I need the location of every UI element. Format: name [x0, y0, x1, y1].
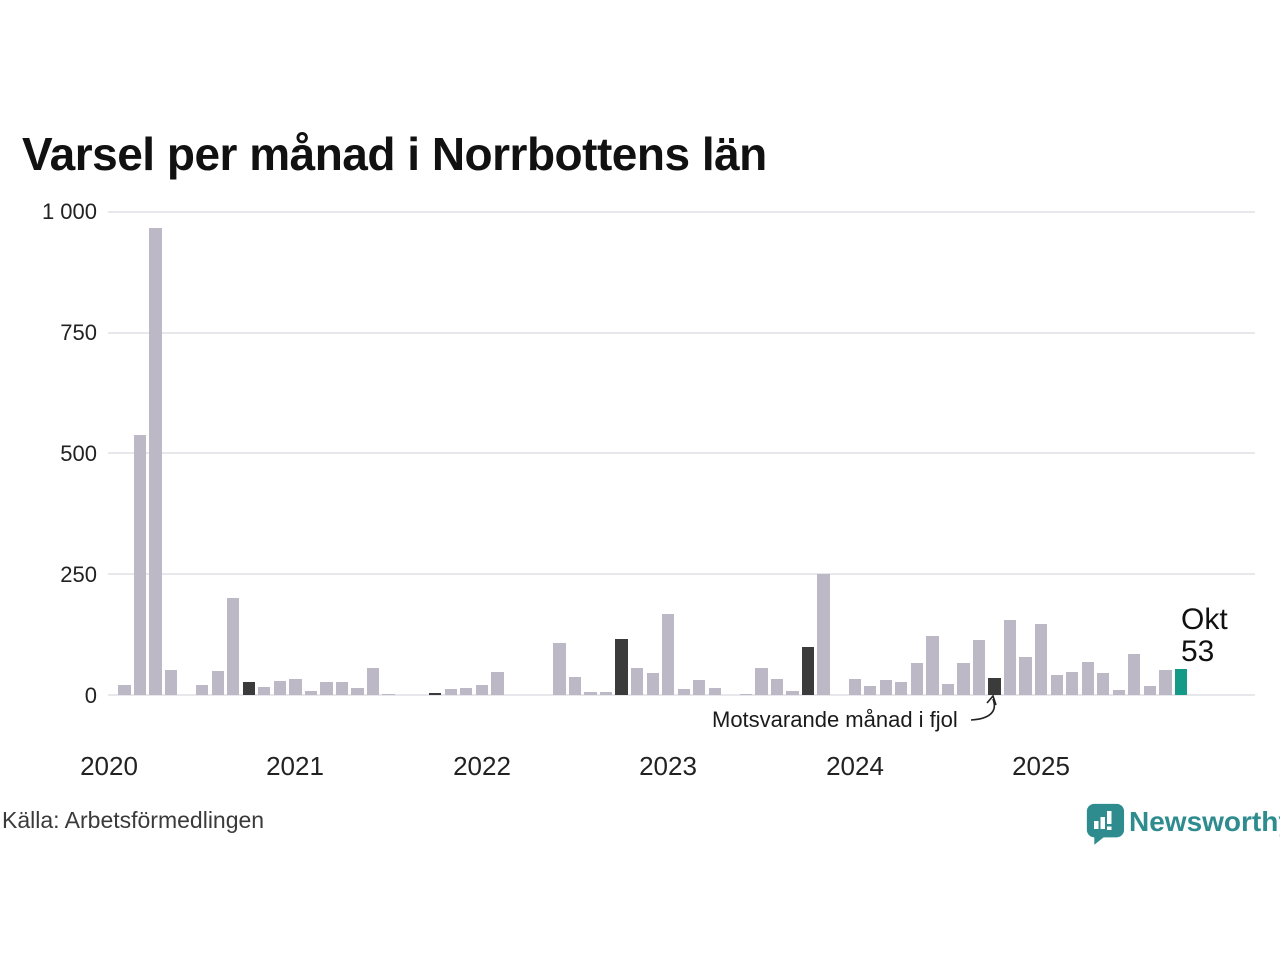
- bar-2020-12: [273, 681, 287, 695]
- bar-2024-08: [957, 663, 970, 695]
- bar-2025-06: [1112, 689, 1125, 695]
- bar-2024-01: [848, 679, 861, 695]
- y-tick-750: 750: [60, 320, 97, 345]
- bar-2021-06: [366, 668, 380, 695]
- bar-2020-11: [258, 687, 271, 695]
- bar-2024-09: [972, 640, 986, 695]
- bar-2023-11: [817, 574, 830, 695]
- bar-2023-09: [786, 690, 799, 695]
- bar-2023-08: [770, 679, 784, 695]
- bar-2024-10: [988, 677, 1001, 695]
- bar-2023-06: [739, 693, 753, 695]
- bar-2022-12: [646, 673, 659, 695]
- bar-2021-07: [382, 693, 395, 695]
- bar-2020-04: [149, 228, 162, 695]
- x-label-2024: 2024: [826, 751, 884, 781]
- bar-2022-07: [568, 677, 582, 695]
- bar-2021-11: [444, 689, 457, 695]
- bar-2022-02: [491, 672, 504, 695]
- bar-2024-07: [941, 684, 955, 695]
- bar-2025-04: [1081, 662, 1094, 695]
- bar-2024-03: [879, 679, 892, 695]
- source-attribution: Källa: Arbetsförmedlingen: [2, 807, 265, 833]
- bar-2023-04: [708, 688, 722, 695]
- y-tick-500: 500: [60, 441, 97, 466]
- bar-2025-05: [1097, 673, 1110, 695]
- bar-2021-04: [335, 681, 349, 695]
- y-tick-250: 250: [60, 562, 97, 587]
- newsworthy-logo-icon: [1086, 803, 1125, 845]
- bar-2021-03: [320, 682, 333, 695]
- bar-2024-02: [864, 686, 877, 695]
- bar-2025-08: [1143, 686, 1157, 695]
- bar-2024-12: [1019, 657, 1032, 695]
- bar-2023-10: [801, 646, 815, 695]
- x-label-2023: 2023: [639, 751, 697, 781]
- current-month-label: Okt 53: [1181, 604, 1228, 668]
- bar-2022-01: [475, 684, 488, 695]
- bar-2020-02: [118, 684, 131, 695]
- annotation-same-month-last-year: Motsvarande månad i fjol: [712, 707, 958, 732]
- bar-2024-04: [895, 682, 908, 695]
- bar-2024-06: [926, 635, 939, 695]
- gridline-250: [108, 573, 1255, 575]
- bar-2024-05: [910, 663, 923, 695]
- bar-2023-03: [693, 680, 706, 695]
- bar-2022-09: [599, 691, 613, 695]
- gridline-1000: [108, 211, 1255, 213]
- x-label-2025: 2025: [1012, 751, 1070, 781]
- bar-2025-07: [1128, 653, 1141, 695]
- bar-2022-08: [584, 692, 597, 695]
- bar-2021-01: [289, 679, 302, 695]
- newsworthy-logo: Newsworthy: [1085, 802, 1280, 848]
- bar-2025-09: [1159, 669, 1172, 695]
- bar-2020-09: [227, 598, 240, 695]
- current-month-value: 53: [1181, 635, 1215, 668]
- bar-2021-10: [429, 692, 442, 695]
- bar-2020-05: [164, 670, 178, 695]
- bar-2025-10: [1174, 669, 1188, 695]
- x-label-2022: 2022: [453, 751, 511, 781]
- bar-2020-07: [196, 684, 209, 695]
- gridline-0-baseline: [108, 694, 1255, 696]
- y-tick-0: 0: [84, 683, 97, 708]
- bar-2025-03: [1066, 672, 1079, 695]
- bar-2023-07: [755, 667, 768, 695]
- bar-2021-05: [351, 688, 364, 695]
- bar-2021-02: [304, 690, 318, 695]
- chart-title: Varsel per månad i Norrbottens län: [22, 128, 767, 180]
- bar-2021-12: [460, 687, 473, 695]
- bar-2022-10: [615, 638, 628, 695]
- y-tick-1000: 1 000: [41, 199, 97, 224]
- current-month-name: Okt: [1181, 603, 1228, 636]
- bar-2020-03: [133, 434, 147, 695]
- bar-2023-01: [662, 613, 675, 695]
- bar-2020-08: [211, 670, 224, 695]
- bar-2022-06: [553, 642, 566, 695]
- bar-2023-02: [677, 688, 690, 695]
- bar-2022-11: [631, 667, 644, 695]
- gridline-750: [108, 332, 1255, 334]
- bar-2020-10: [242, 681, 255, 695]
- bar-2025-01: [1034, 624, 1048, 695]
- bar-2025-02: [1050, 674, 1063, 695]
- annotation-arrow-icon: [970, 694, 997, 721]
- gridline-500: [108, 452, 1255, 454]
- x-label-2020: 2020: [80, 751, 138, 781]
- x-label-2021: 2021: [266, 751, 324, 781]
- newsworthy-logo-text: Newsworthy: [1129, 806, 1280, 837]
- bar-2024-11: [1003, 620, 1017, 695]
